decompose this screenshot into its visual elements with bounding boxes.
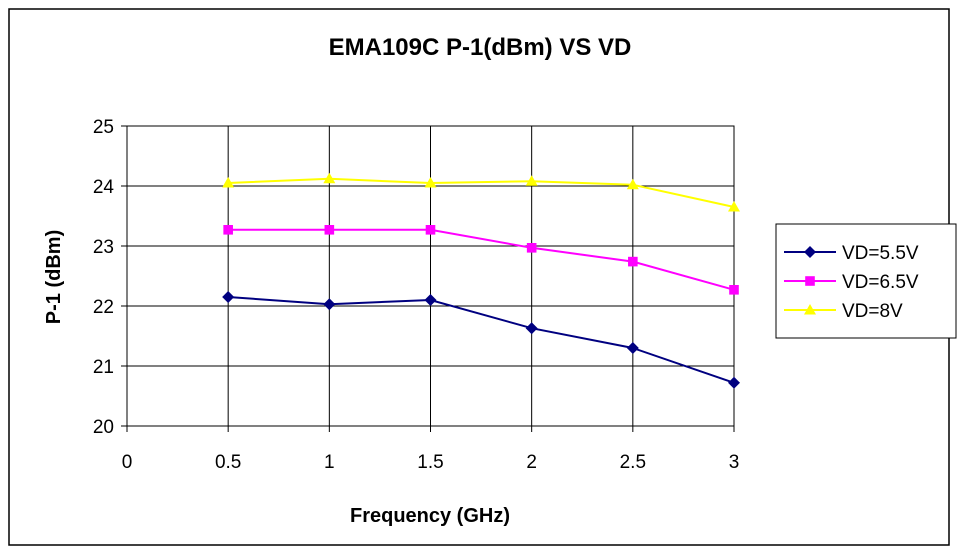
series-layer [222,172,740,389]
data-point [324,225,335,235]
data-point [525,322,538,335]
data-point [425,225,436,235]
x-tick-label: 3 [729,452,740,473]
series-1 [222,291,740,389]
y-tick-label: 21 [93,357,114,378]
series-line [228,177,735,208]
data-point [628,256,638,267]
legend-label: VD=5.5V [842,243,919,264]
series-line [228,228,735,291]
x-tick-label: 2 [526,452,537,473]
x-tick-label: 0 [122,452,133,473]
legend-item: VD=8V [784,301,903,322]
y-axis-ticks: 20 21 22 23 24 25 [93,117,127,438]
data-point [223,225,233,235]
data-point [222,177,235,188]
data-point [728,376,740,389]
legend-swatch-marker [804,304,816,315]
legend-item: VD=5.5V [784,243,919,264]
chart-title: EMA109C P-1(dBm) VS VD [329,34,632,61]
series-2 [223,225,739,295]
data-point [323,172,336,184]
data-point [526,243,537,253]
data-point [424,177,437,188]
legend-label: VD=8V [842,301,903,322]
y-tick-label: 22 [93,297,114,318]
x-tick-label: 2.5 [620,452,646,473]
x-tick-label: 0.5 [215,452,241,473]
y-tick-label: 20 [93,417,114,438]
data-point [626,178,639,190]
data-point [424,294,437,306]
legend-swatch-marker [804,246,816,258]
data-point [323,298,336,311]
y-tick-label: 24 [93,177,115,198]
legend-label: VD=6.5V [842,272,919,293]
x-axis-title: Frequency (GHz) [350,505,510,527]
series-3 [222,172,740,212]
legend-items: VD=5.5V VD=6.5V VD=8V [784,243,919,322]
data-point [728,201,740,212]
x-axis-ticks: 0 0.5 1 1.5 2 2.5 3 [122,426,740,473]
data-point [626,342,639,354]
series-line [228,296,735,384]
y-tick-label: 25 [93,117,114,138]
y-tick-label: 23 [93,237,114,258]
data-point [729,285,739,295]
x-tick-label: 1 [324,452,335,473]
data-point [525,175,538,186]
legend-item: VD=6.5V [784,272,919,293]
data-point [222,291,235,303]
legend-swatch-marker [805,276,815,286]
x-tick-label: 1.5 [417,452,443,473]
y-axis-title: P-1 (dBm) [43,230,65,324]
